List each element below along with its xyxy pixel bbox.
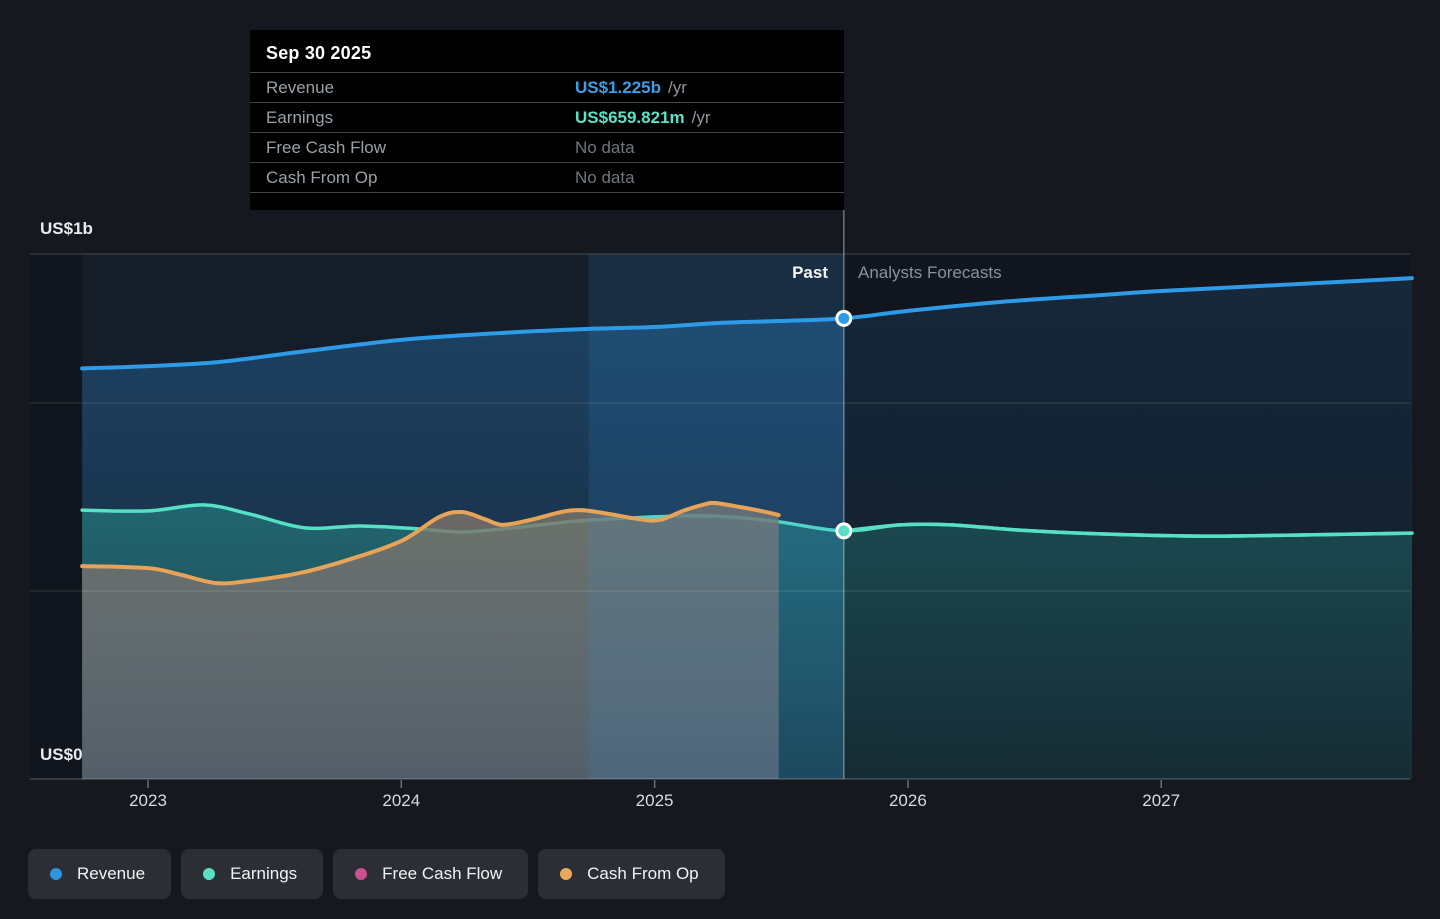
legend-color-dot bbox=[560, 868, 573, 880]
tooltip-row-free-cash-flow: Free Cash Flow No data bbox=[250, 133, 844, 163]
legend-free-cash-flow[interactable]: Free Cash Flow bbox=[333, 849, 529, 899]
marker-revenue[interactable] bbox=[835, 309, 853, 327]
forecast-zone-label: Analysts Forecasts bbox=[858, 263, 1002, 282]
y-axis-label-1b: US$1b bbox=[40, 219, 93, 238]
x-axis-label-2027: 2027 bbox=[1142, 791, 1181, 810]
tooltip-row-label: Earnings bbox=[266, 107, 334, 127]
tooltip-row-earnings: Earnings US$659.821m/yr bbox=[250, 103, 844, 133]
chart-legend: Revenue Earnings Free Cash Flow Cash From O… bbox=[28, 849, 725, 899]
tooltip-row-suffix: /yr bbox=[668, 77, 687, 97]
tooltip-row-value: No data bbox=[575, 137, 635, 157]
tooltip-row-revenue: Revenue US$1.225b/yr bbox=[250, 73, 844, 103]
y-axis-label-0: US$0 bbox=[40, 745, 83, 764]
legend-label: Free Cash Flow bbox=[382, 864, 503, 883]
series-lines bbox=[80, 276, 1414, 586]
legend-cash-from-op[interactable]: Cash From Op bbox=[538, 849, 725, 899]
tooltip-row-label: Free Cash Flow bbox=[266, 137, 386, 157]
marker-earnings[interactable] bbox=[835, 522, 853, 540]
legend-color-dot bbox=[203, 868, 216, 880]
x-axis-label-2024: 2024 bbox=[382, 791, 421, 810]
tooltip-row-value: No data bbox=[575, 167, 635, 187]
tooltip-row-value: US$659.821m bbox=[575, 107, 685, 127]
legend-revenue[interactable]: Revenue bbox=[28, 849, 172, 899]
tooltip-row-value: US$1.225b bbox=[575, 77, 661, 97]
tooltip-row-cash-from-op: Cash From Op No data bbox=[250, 163, 844, 193]
tooltip-row-label: Cash From Op bbox=[266, 167, 378, 187]
tooltip-row-label: Revenue bbox=[266, 77, 335, 97]
legend-label: Revenue bbox=[77, 864, 146, 883]
legend-label: Cash From Op bbox=[587, 864, 699, 883]
x-axis-label-2026: 2026 bbox=[888, 791, 927, 810]
legend-color-dot bbox=[355, 868, 368, 880]
divider-and-markers bbox=[835, 210, 853, 779]
x-axis-label-2025: 2025 bbox=[635, 791, 674, 810]
tooltip-row-suffix: /yr bbox=[691, 107, 711, 127]
past-zone-label: Past bbox=[792, 263, 828, 282]
tooltip-date: Sep 30 2025 bbox=[250, 30, 844, 73]
legend-label: Earnings bbox=[230, 864, 298, 883]
x-axis-label-2023: 2023 bbox=[129, 791, 167, 810]
series-area-fills bbox=[80, 278, 1414, 779]
legend-color-dot bbox=[50, 868, 62, 880]
gridlines bbox=[30, 253, 1410, 788]
legend-earnings[interactable]: Earnings bbox=[181, 849, 324, 899]
hover-tooltip: Sep 30 2025 Revenue US$1.225b/yr Earnings U… bbox=[250, 30, 844, 210]
